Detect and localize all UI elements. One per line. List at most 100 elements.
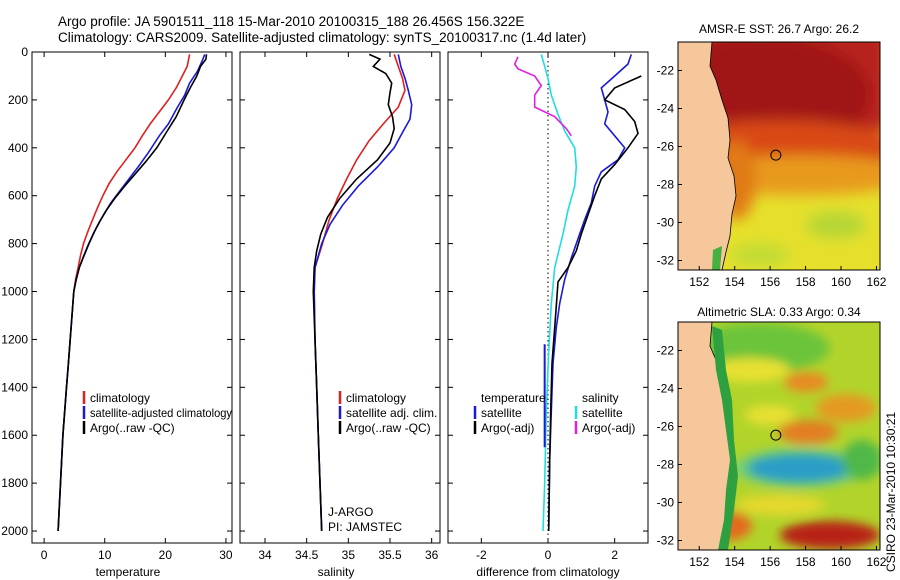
map-y-tick-label: -30 xyxy=(657,216,675,230)
x-tick-label: 34 xyxy=(258,548,272,562)
sst-map-title: AMSR-E SST: 26.7 Argo: 26.2 xyxy=(699,22,859,36)
map-y-tick-label: -26 xyxy=(657,140,675,154)
legend-label-argo: Argo(..raw -QC) xyxy=(346,421,431,435)
sla-yellow-2 xyxy=(745,405,795,425)
pi-label: PI: JAMSTEC xyxy=(328,520,402,534)
legend-temperature-title: temperature xyxy=(481,391,546,405)
map-x-tick-label: 162 xyxy=(866,555,886,569)
sst-map: AMSR-E SST: 26.7 Argo: 26.2 152 154 156 158… xyxy=(657,22,887,289)
legend-label-satellite: satellite adj. clim. xyxy=(346,406,437,420)
x-tick-label: 0 xyxy=(41,548,48,562)
sla-orange-3 xyxy=(778,420,838,444)
legend-label-temp-satellite: satellite xyxy=(481,406,522,420)
sla-coastal-green xyxy=(712,326,738,550)
x-tick-label: 36 xyxy=(425,548,439,562)
legend-label-satellite: satellite-adjusted climatology xyxy=(90,406,232,420)
y-tick-label: 0 xyxy=(21,45,28,59)
y-tick-label: 1600 xyxy=(1,428,28,442)
x-tick-label: 0 xyxy=(545,548,552,562)
x-tick-label: 10 xyxy=(98,548,112,562)
y-tick-label: 800 xyxy=(8,237,28,251)
map-y-tick-label: -22 xyxy=(657,344,675,358)
map-x-tick-label: 162 xyxy=(866,275,886,289)
legend-label-climatology: climatology xyxy=(90,391,150,405)
legend-label-sal-argo: Argo(-adj) xyxy=(582,421,635,435)
sla-orange-2 xyxy=(816,394,876,422)
x-tick-label: 35.5 xyxy=(378,548,402,562)
map-y-tick-label: -24 xyxy=(657,382,675,396)
y-tick-label: 1800 xyxy=(1,476,28,490)
y-tick-label: 1000 xyxy=(1,285,28,299)
salinity-legend: climatology satellite adj. clim. Argo(..… xyxy=(338,391,437,435)
x-tick-label: 2 xyxy=(611,548,618,562)
x-tick-label: 30 xyxy=(219,548,233,562)
x-tick-label: 20 xyxy=(159,548,173,562)
map-x-tick-label: 158 xyxy=(796,275,816,289)
series-line-argo-raw-qc- xyxy=(57,54,208,532)
sst-land xyxy=(678,42,737,270)
sla-red-south xyxy=(780,521,880,549)
map-y-tick-label: -30 xyxy=(657,496,675,510)
series-line-temperature-argo-adj- xyxy=(547,75,642,532)
sla-cyan-ring xyxy=(734,448,866,488)
x-tick-label: 34.5 xyxy=(295,548,319,562)
x-tick-label: 35 xyxy=(342,548,356,562)
map-y-tick-label: -32 xyxy=(657,254,675,268)
y-tick-label: 600 xyxy=(8,189,28,203)
sla-map-title: Altimetric SLA: 0.33 Argo: 0.34 xyxy=(697,305,861,319)
map-y-tick-label: -22 xyxy=(657,64,675,78)
map-x-tick-label: 158 xyxy=(796,555,816,569)
y-tick-label: 1400 xyxy=(1,380,28,394)
sla-map: Altimetric SLA: 0.33 Argo: 0.34 152 154 15… xyxy=(657,305,887,569)
sst-green-coast xyxy=(712,246,722,270)
map-x-tick-label: 152 xyxy=(689,555,709,569)
series-line-salinity-argo-adj- xyxy=(513,56,572,137)
series-line-argo-raw-qc- xyxy=(312,53,396,532)
sla-green-east xyxy=(842,440,880,480)
map-y-tick-label: -32 xyxy=(657,534,675,548)
map-frame xyxy=(677,41,881,271)
legend-label-sal-satellite: satellite xyxy=(582,406,623,420)
x-tick-label: -2 xyxy=(476,548,487,562)
map-x-tick-label: 160 xyxy=(831,555,851,569)
legend-salinity-title: salinity xyxy=(582,391,619,405)
figure-title-line2: Climatology: CARS2009. Satellite-adjuste… xyxy=(58,30,586,45)
difference-xlabel: difference from climatology xyxy=(476,565,619,579)
figure-title-line1: Argo profile: JA 5901511_118 15-Mar-2010… xyxy=(58,14,524,29)
series-line-temperature-satellite xyxy=(547,54,633,532)
institution-label: J-ARGO xyxy=(328,505,373,519)
sst-green-patch xyxy=(806,211,866,239)
map-x-tick-label: 156 xyxy=(760,555,780,569)
sla-yellow-1 xyxy=(710,358,790,382)
map-y-tick-label: -28 xyxy=(657,178,675,192)
credit-label: CSIRO 23-Mar-2010 10:30:21 xyxy=(884,412,898,572)
map-x-tick-label: 156 xyxy=(760,275,780,289)
sla-argo-marker xyxy=(770,429,782,441)
series-line-satellite-adj-clim- xyxy=(313,54,413,532)
legend-label-temp-argo: Argo(-adj) xyxy=(481,421,534,435)
map-x-tick-label: 152 xyxy=(689,275,709,289)
y-tick-label: 200 xyxy=(8,93,28,107)
salinity-panel: 34 34.5 35 35.5 36 salinity climatology sate… xyxy=(239,51,441,579)
salinity-xlabel: salinity xyxy=(318,565,355,579)
map-x-tick-label: 154 xyxy=(725,275,745,289)
series-line-salinity-satellite xyxy=(540,54,578,532)
temperature-legend: climatology satellite-adjusted climatolo… xyxy=(82,391,232,435)
difference-panel: -2 0 2 difference from climatology tempera… xyxy=(447,51,649,579)
series-line-satellite-adjusted-climatology xyxy=(57,54,206,532)
temperature-panel: 0 10 20 30 0 200 400 600 800 1000 1200 1400 1600 1800… xyxy=(1,45,233,579)
map-y-tick-label: -24 xyxy=(657,102,675,116)
sst-argo-marker xyxy=(770,149,782,161)
map-y-tick-label: -26 xyxy=(657,420,675,434)
series-line-climatology xyxy=(313,54,406,532)
sla-yellow-south xyxy=(735,495,825,515)
sla-orange-1 xyxy=(784,372,828,392)
map-x-tick-label: 154 xyxy=(725,555,745,569)
legend-label-climatology: climatology xyxy=(346,391,406,405)
temperature-xlabel: temperature xyxy=(96,565,161,579)
map-y-tick-label: -28 xyxy=(657,458,675,472)
y-tick-label: 400 xyxy=(8,141,28,155)
map-x-tick-label: 160 xyxy=(831,275,851,289)
y-tick-label: 1200 xyxy=(1,332,28,346)
